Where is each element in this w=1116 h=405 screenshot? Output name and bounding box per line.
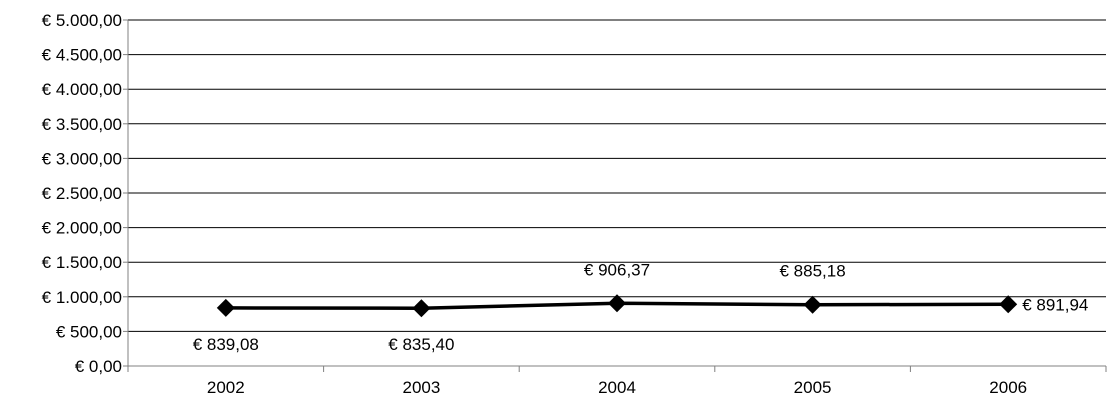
- data-label: € 839,08: [193, 335, 259, 354]
- y-tick-label: € 4.500,00: [42, 46, 122, 65]
- data-label: € 906,37: [584, 260, 650, 279]
- data-labels: € 839,08 € 835,40 € 906,37 € 885,18 € 891,94: [193, 260, 1089, 354]
- data-label: € 835,40: [388, 335, 454, 354]
- data-point-marker: [412, 299, 431, 318]
- y-tick-label: € 4.000,00: [42, 80, 122, 99]
- x-tick-label: 2002: [207, 378, 245, 397]
- y-tick-label: € 500,00: [56, 322, 122, 341]
- x-tick-label: 2006: [989, 378, 1027, 397]
- x-tick-label: 2005: [794, 378, 832, 397]
- y-tick-label: € 2.500,00: [42, 184, 122, 203]
- y-axis-ticks: € 0,00 € 500,00 € 1.000,00 € 1.500,00 € 2.00…: [42, 11, 128, 376]
- y-tick-label: € 5.000,00: [42, 11, 122, 30]
- x-tick-label: 2003: [402, 378, 440, 397]
- y-tick-label: € 3.000,00: [42, 149, 122, 168]
- data-point-marker: [608, 294, 626, 313]
- x-tick-label: 2004: [598, 378, 636, 397]
- y-tick-label: € 1.500,00: [42, 253, 122, 272]
- data-label: € 885,18: [780, 262, 846, 281]
- y-tick-label: € 2.000,00: [42, 219, 122, 238]
- gridlines: [128, 19, 1106, 332]
- x-axis-ticks: 2002 2003 2004 2005 2006: [127, 366, 1107, 397]
- series-layer: [216, 294, 1018, 318]
- data-point-marker: [803, 295, 822, 314]
- y-tick-label: € 0,00: [75, 357, 122, 376]
- data-label: € 891,94: [1022, 295, 1088, 314]
- data-point-marker: [999, 295, 1018, 314]
- y-tick-label: € 1.000,00: [42, 288, 122, 307]
- y-tick-label: € 3.500,00: [42, 115, 122, 134]
- data-point-marker: [216, 298, 235, 317]
